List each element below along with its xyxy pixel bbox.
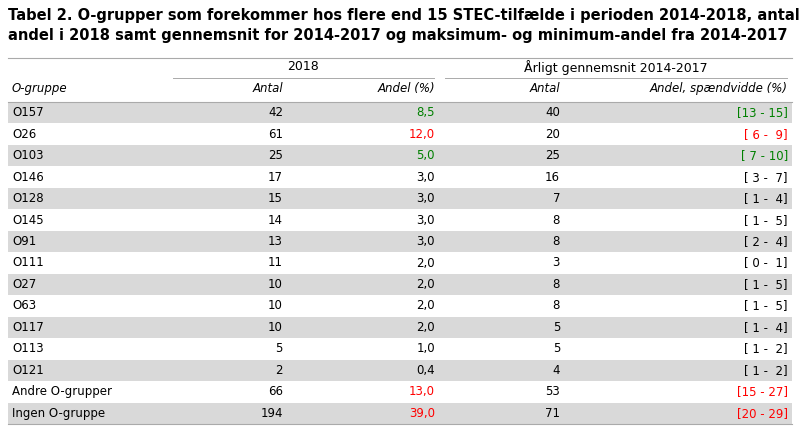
Text: 8: 8 <box>553 235 560 248</box>
Text: 42: 42 <box>268 106 283 119</box>
Text: [ 1 -  5]: [ 1 - 5] <box>745 214 788 226</box>
Bar <box>8 274 792 295</box>
Text: 16: 16 <box>545 171 560 184</box>
Text: [ 1 -  4]: [ 1 - 4] <box>744 321 788 334</box>
Text: Andel, spændvidde (%): Andel, spændvidde (%) <box>650 82 788 95</box>
Text: 5: 5 <box>276 342 283 355</box>
Bar <box>8 338 792 360</box>
Text: O145: O145 <box>12 214 44 226</box>
Text: 10: 10 <box>268 300 283 312</box>
Text: 5: 5 <box>553 342 560 355</box>
Text: 3,0: 3,0 <box>417 171 435 184</box>
Text: 3,0: 3,0 <box>417 192 435 205</box>
Text: 2: 2 <box>275 364 283 377</box>
Text: Årligt gennemsnit 2014-2017: Årligt gennemsnit 2014-2017 <box>524 60 708 75</box>
Text: O111: O111 <box>12 256 44 270</box>
Bar <box>8 402 792 424</box>
Text: Antal: Antal <box>530 82 560 95</box>
Text: 5,0: 5,0 <box>417 149 435 162</box>
Text: 3: 3 <box>553 256 560 270</box>
Text: [13 - 15]: [13 - 15] <box>737 106 788 119</box>
Bar <box>8 360 792 381</box>
Text: 71: 71 <box>545 407 560 420</box>
Text: 14: 14 <box>268 214 283 226</box>
Text: [ 1 -  5]: [ 1 - 5] <box>745 300 788 312</box>
Text: 17: 17 <box>268 171 283 184</box>
Text: Andre O-grupper: Andre O-grupper <box>12 385 112 398</box>
Bar <box>8 295 792 317</box>
Text: O-gruppe: O-gruppe <box>12 82 68 95</box>
Text: 3,0: 3,0 <box>417 214 435 226</box>
Text: O113: O113 <box>12 342 44 355</box>
Text: [ 7 - 10]: [ 7 - 10] <box>741 149 788 162</box>
Text: 7: 7 <box>553 192 560 205</box>
Text: 66: 66 <box>268 385 283 398</box>
Text: andel i 2018 samt gennemsnit for 2014-2017 og maksimum- og minimum-andel fra 201: andel i 2018 samt gennemsnit for 2014-20… <box>8 28 787 43</box>
Text: 2,0: 2,0 <box>416 256 435 270</box>
Text: 12,0: 12,0 <box>409 128 435 141</box>
Bar <box>8 102 792 123</box>
Text: Tabel 2. O-grupper som forekommer hos flere end 15 STEC-tilfælde i perioden 2014: Tabel 2. O-grupper som forekommer hos fl… <box>8 8 800 23</box>
Text: O157: O157 <box>12 106 44 119</box>
Text: O63: O63 <box>12 300 36 312</box>
Text: 25: 25 <box>545 149 560 162</box>
Text: 0,4: 0,4 <box>416 364 435 377</box>
Bar <box>8 381 792 402</box>
Text: 20: 20 <box>545 128 560 141</box>
Bar <box>8 252 792 274</box>
Text: [15 - 27]: [15 - 27] <box>737 385 788 398</box>
Text: O26: O26 <box>12 128 36 141</box>
Bar <box>8 231 792 252</box>
Text: 4: 4 <box>553 364 560 377</box>
Text: O146: O146 <box>12 171 44 184</box>
Text: 194: 194 <box>261 407 283 420</box>
Bar <box>8 145 792 166</box>
Text: 5: 5 <box>553 321 560 334</box>
Text: [ 3 -  7]: [ 3 - 7] <box>745 171 788 184</box>
Text: O103: O103 <box>12 149 43 162</box>
Text: Antal: Antal <box>252 82 283 95</box>
Text: Andel (%): Andel (%) <box>378 82 435 95</box>
Text: [ 1 -  2]: [ 1 - 2] <box>744 342 788 355</box>
Text: O117: O117 <box>12 321 44 334</box>
Text: 13: 13 <box>268 235 283 248</box>
Text: O27: O27 <box>12 278 36 291</box>
Text: [ 1 -  2]: [ 1 - 2] <box>744 364 788 377</box>
Text: O91: O91 <box>12 235 36 248</box>
Text: 8,5: 8,5 <box>417 106 435 119</box>
Text: 13,0: 13,0 <box>409 385 435 398</box>
Text: 2,0: 2,0 <box>416 321 435 334</box>
Bar <box>8 188 792 209</box>
Text: [20 - 29]: [20 - 29] <box>737 407 788 420</box>
Text: [ 6 -  9]: [ 6 - 9] <box>744 128 788 141</box>
Bar <box>8 209 792 231</box>
Text: 8: 8 <box>553 278 560 291</box>
Text: 2,0: 2,0 <box>416 300 435 312</box>
Bar <box>8 123 792 145</box>
Text: 15: 15 <box>268 192 283 205</box>
Text: O128: O128 <box>12 192 44 205</box>
Bar <box>8 317 792 338</box>
Text: 10: 10 <box>268 278 283 291</box>
Text: [ 1 -  4]: [ 1 - 4] <box>744 192 788 205</box>
Text: Ingen O-gruppe: Ingen O-gruppe <box>12 407 105 420</box>
Text: [ 1 -  5]: [ 1 - 5] <box>745 278 788 291</box>
Text: 1,0: 1,0 <box>416 342 435 355</box>
Text: 40: 40 <box>545 106 560 119</box>
Text: 10: 10 <box>268 321 283 334</box>
Text: 25: 25 <box>268 149 283 162</box>
Text: 53: 53 <box>546 385 560 398</box>
Text: 8: 8 <box>553 214 560 226</box>
Text: 61: 61 <box>268 128 283 141</box>
Text: [ 2 -  4]: [ 2 - 4] <box>744 235 788 248</box>
Text: 39,0: 39,0 <box>409 407 435 420</box>
Bar <box>8 166 792 188</box>
Text: 2,0: 2,0 <box>416 278 435 291</box>
Text: O121: O121 <box>12 364 44 377</box>
Text: [ 0 -  1]: [ 0 - 1] <box>745 256 788 270</box>
Text: 3,0: 3,0 <box>417 235 435 248</box>
Text: 8: 8 <box>553 300 560 312</box>
Text: 2018: 2018 <box>288 60 319 73</box>
Text: 11: 11 <box>268 256 283 270</box>
